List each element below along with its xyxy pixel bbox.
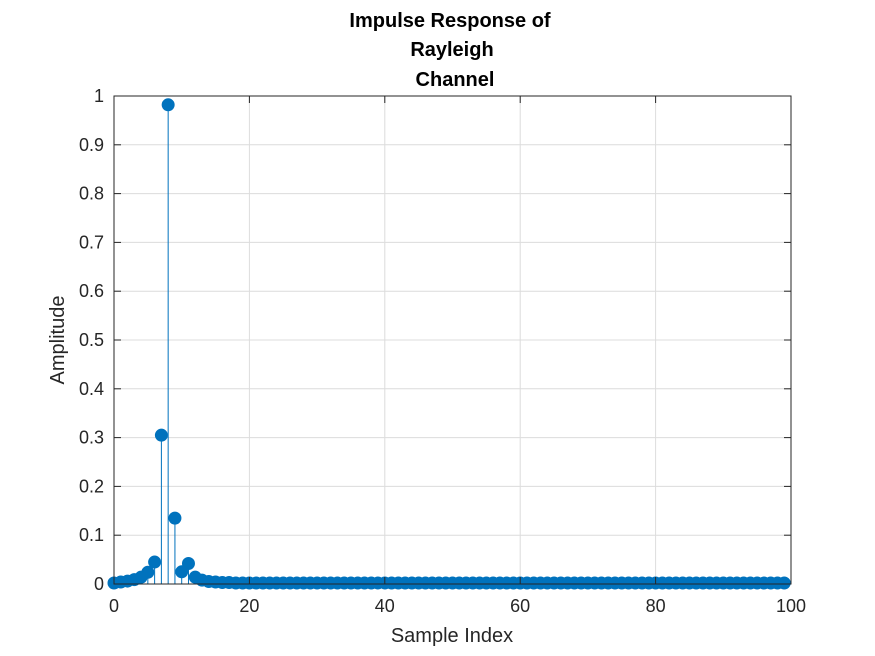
title-line-3: Channel [416,69,495,91]
x-tick-label: 0 [109,596,119,616]
x-axis-label: Sample Index [391,625,513,647]
chart-title: Impulse Response of Rayleigh Channel [349,10,550,91]
stem-marker [175,565,189,579]
y-axis-label: Amplitude [47,296,69,385]
y-tick-label: 0.8 [79,184,104,204]
y-tick-label: 0.3 [79,428,104,448]
y-tick-label: 0 [94,574,104,594]
x-tick-label: 20 [239,596,259,616]
stem-marker [154,428,168,442]
stem-marker [161,98,175,112]
y-tick-label: 0.4 [79,379,104,399]
axes [113,95,792,585]
stem-series [107,98,791,590]
y-tick-label: 0.5 [79,330,104,350]
grid [113,95,792,585]
stem-marker [181,557,195,571]
title-line-1: Impulse Response of [349,10,550,32]
x-tick-label: 60 [510,596,530,616]
y-tick-label: 0.6 [79,281,104,301]
y-tick-label: 0.7 [79,232,104,252]
tick-labels: 0 20 40 60 80 100 0 0.1 0.2 0.3 0.4 0.5 0.6 0.7 0.8 0.9… [79,86,806,616]
stem-marker [141,565,155,579]
y-tick-label: 0.2 [79,476,104,496]
stem-marker [148,555,162,569]
x-tick-label: 80 [646,596,666,616]
y-tick-label: 1 [94,86,104,106]
stem-marker [168,511,182,525]
y-tick-label: 0.1 [79,525,104,545]
y-tick-label: 0.9 [79,135,104,155]
x-tick-label: 100 [776,596,806,616]
stem-marker [777,576,791,590]
title-line-2: Rayleigh [410,39,493,61]
x-tick-label: 40 [375,596,395,616]
